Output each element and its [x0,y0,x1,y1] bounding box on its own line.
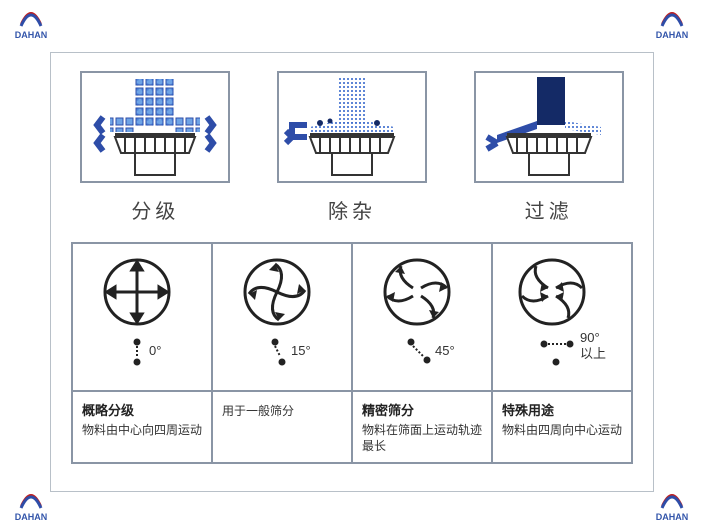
pattern-centripetal: 90° 以上 [493,244,631,390]
text-area-0: 概略分级 物料由中心向四周运动 [73,390,211,462]
brand-logo-icon [658,6,686,30]
motion-col-0: 0° 概略分级 物料由中心向四周运动 [73,244,213,462]
cross-pattern-icon: 0° [87,252,197,382]
brand-logo-icon [17,6,45,30]
text-area-3: 特殊用途 物料由四周向中心运动 [493,390,631,462]
brand-watermark-br: DAHAN [647,488,697,522]
brand-watermark-bl: DAHAN [6,488,56,522]
brand-logo-icon [658,488,686,512]
brand-watermark-tl: DAHAN [6,6,56,40]
motion-col-3: 90° 以上 特殊用途 物料由四周向中心运动 [493,244,631,462]
brand-watermark-tr: DAHAN [647,6,697,40]
pattern-inward-spiral: 15° [213,244,351,390]
classify-label: 分级 [71,195,240,224]
impurity-label: 除杂 [268,195,437,224]
pattern-outward-spiral: 45° [353,244,491,390]
motion-table: 0° 概略分级 物料由中心向四周运动 [71,242,633,464]
impurity-icon [282,77,422,177]
col-desc-0: 物料由中心向四周运动 [82,422,202,438]
filter-label: 过滤 [464,195,633,224]
inward-spiral-icon: 15° [227,252,337,382]
pattern-cross: 0° [73,244,211,390]
text-area-2: 精密筛分 物料在筛面上运动轨迹最长 [353,390,491,462]
col-desc-3: 物料由四周向中心运动 [502,422,622,438]
filter-icon [479,77,619,177]
motion-col-1: 15° 用于一般筛分 [213,244,353,462]
angle-text: 0° [149,343,161,358]
brand-logo-icon [17,488,45,512]
classify-icon [85,77,225,177]
impurity-diagram [277,71,427,183]
centripetal-icon: 90° 以上 [502,252,622,382]
filter-diagram [474,71,624,183]
brand-text: DAHAN [15,512,48,522]
angle-text: 45° [435,343,455,358]
col-desc-2: 物料在筛面上运动轨迹最长 [362,422,482,454]
angle-extra-text: 以上 [580,346,606,361]
brand-text: DAHAN [656,30,689,40]
brand-text: DAHAN [15,30,48,40]
top-cell-classify: 分级 [71,71,240,224]
angle-text: 15° [291,343,311,358]
col-title-2: 精密筛分 [362,400,482,419]
col-title-0: 概略分级 [82,400,202,419]
top-row: 分级 除杂 [71,71,633,224]
motion-col-2: 45° 精密筛分 物料在筛面上运动轨迹最长 [353,244,493,462]
classify-diagram [80,71,230,183]
top-cell-impurity: 除杂 [268,71,437,224]
text-area-1: 用于一般筛分 [213,390,351,462]
diagram-panel: 分级 除杂 [50,52,654,492]
brand-text: DAHAN [656,512,689,522]
angle-text: 90° [580,330,600,345]
outward-spiral-icon: 45° [367,252,477,382]
col-title-3: 特殊用途 [502,400,622,419]
top-cell-filter: 过滤 [464,71,633,224]
col-desc-1: 用于一般筛分 [222,403,342,419]
